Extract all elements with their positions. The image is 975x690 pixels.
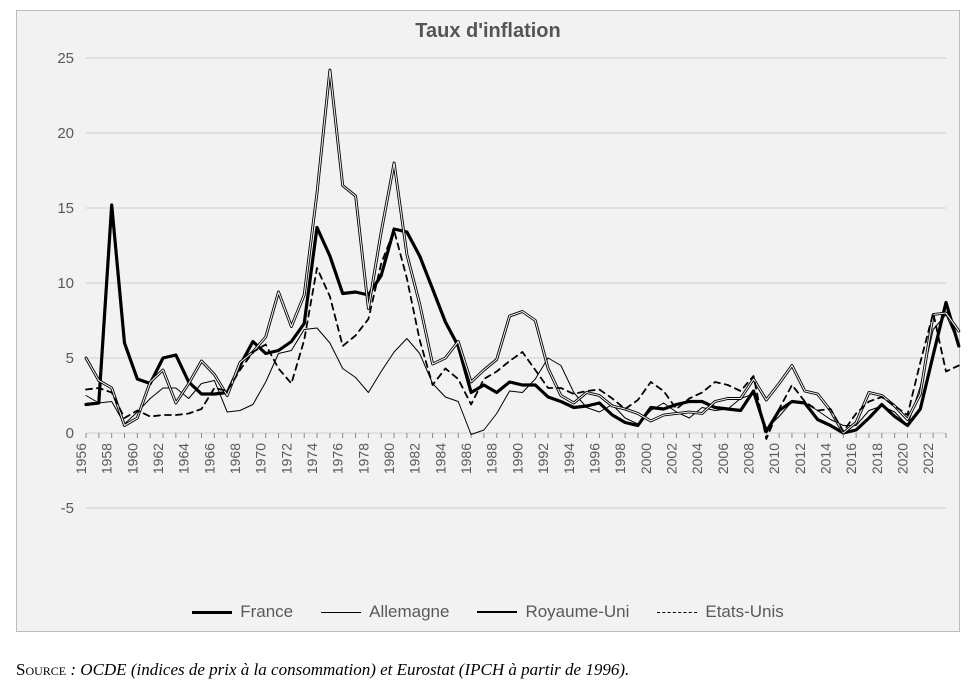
y-tick-label: 5 [66,350,74,367]
x-tick-label: 2020 [894,443,910,474]
x-tick-label: 2008 [740,443,756,474]
x-tick-label: 1962 [150,443,166,474]
legend-item: Royaume-Uni [477,602,629,622]
x-tick-label: 2010 [766,443,782,474]
legend-swatch [192,611,232,614]
y-tick-label: 15 [57,200,74,217]
y-tick-label: 0 [66,425,74,442]
x-tick-label: 2006 [715,443,731,474]
x-tick-label: 2002 [663,443,679,474]
x-tick-label: 1984 [432,443,448,474]
y-tick-label: -5 [61,500,74,517]
x-tick-label: 1966 [201,443,217,474]
x-tick-label: 2004 [689,443,705,474]
x-tick-label: 2000 [638,443,654,474]
x-tick-label: 2014 [817,443,833,474]
page-root: { "chart": { "type": "line", "title": "T… [0,0,975,690]
y-tick-label: 10 [57,275,74,292]
x-tick-label: 1980 [381,443,397,474]
chart-legend: France Allemagne Royaume-Uni Etats-Unis [16,602,960,622]
source-text: Source : OCDE (indices de prix à la cons… [16,660,629,680]
legend-swatch [657,612,697,613]
x-tick-label: 1998 [612,443,628,474]
legend-swatch [321,612,361,613]
x-tick-label: 1976 [330,443,346,474]
x-tick-label: 1988 [484,443,500,474]
x-tick-label: 1958 [99,443,115,474]
x-tick-label: 1968 [227,443,243,474]
source-prefix: Source [16,660,66,679]
x-tick-label: 2016 [843,443,859,474]
y-tick-label: 25 [57,50,74,67]
x-tick-label: 1992 [535,443,551,474]
legend-item: France [192,602,293,622]
x-tick-label: 1994 [561,443,577,474]
legend-label: Allemagne [369,602,449,622]
x-tick-label: 1978 [355,443,371,474]
x-tick-label: 1974 [304,443,320,474]
legend-item: Allemagne [321,602,449,622]
legend-label: France [240,602,293,622]
legend-item: Etats-Unis [657,602,783,622]
series-line [86,205,959,433]
source-body: : OCDE (indices de prix à la consommatio… [66,660,629,679]
x-tick-label: 2022 [920,443,936,474]
x-tick-label: 1956 [73,443,89,474]
x-tick-label: 1972 [278,443,294,474]
x-tick-label: 1964 [176,443,192,474]
legend-label: Royaume-Uni [525,602,629,622]
legend-label: Etats-Unis [705,602,783,622]
x-tick-label: 1990 [509,443,525,474]
chart-plot: -5 0 5 10 15 20 25 1956 1958 1960 1962 1964 1966 1968… [0,0,975,690]
x-tick-label: 2012 [792,443,808,474]
x-tick-label: 1960 [124,443,140,474]
x-tick-label: 1986 [458,443,474,474]
legend-swatch [477,611,517,613]
x-tick-label: 1982 [407,443,423,474]
x-tick-label: 1970 [253,443,269,474]
x-tick-label: 1996 [586,443,602,474]
x-tick-label: 2018 [869,443,885,474]
series-line [86,315,959,435]
series-line [86,70,959,433]
y-tick-label: 20 [57,125,74,142]
